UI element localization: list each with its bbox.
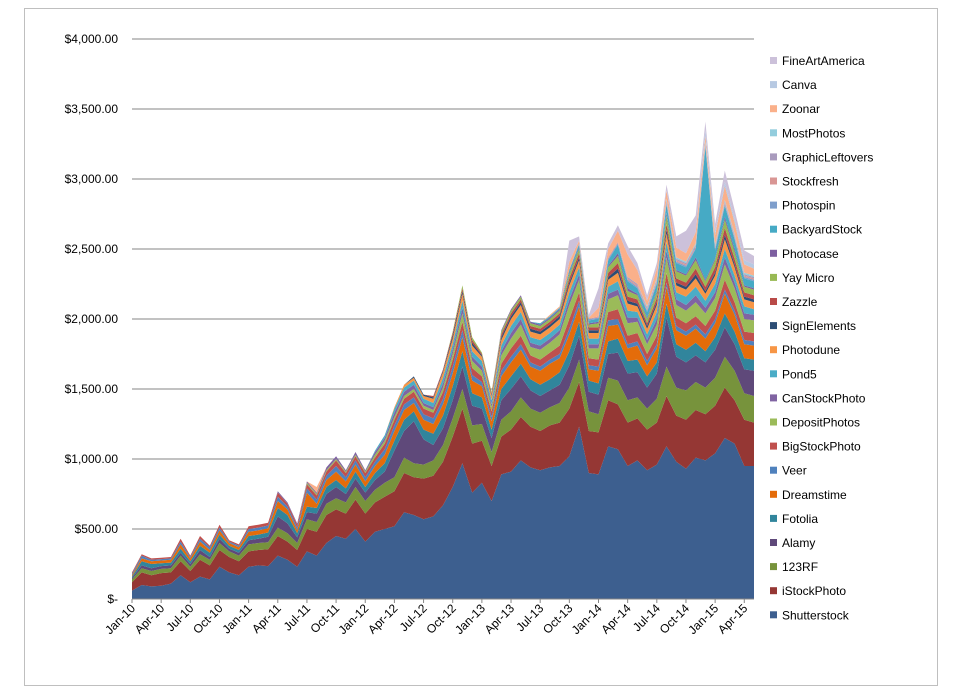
legend-label: Photocase bbox=[782, 247, 839, 261]
x-tick-label: Jul-11 bbox=[281, 601, 314, 634]
x-tick-label: Jan-12 bbox=[336, 601, 372, 637]
gridlines bbox=[132, 38, 754, 600]
legend-swatch bbox=[770, 563, 777, 571]
y-tick-label: $3,000.00 bbox=[65, 172, 119, 186]
legend-label: BackyardStock bbox=[782, 223, 863, 237]
x-tick-label: Apr-12 bbox=[365, 601, 401, 637]
legend-swatch bbox=[770, 225, 777, 233]
x-tick-label: Apr-11 bbox=[249, 601, 284, 636]
legend-swatch bbox=[770, 346, 777, 354]
area-shutterstock bbox=[132, 426, 754, 599]
chart-frame: $- $500.00 $1,000.00 $1,500.00 $2,000.00 $2,5… bbox=[24, 8, 938, 686]
legend-label: FineArtAmerica bbox=[782, 54, 865, 68]
legend-swatch bbox=[770, 370, 777, 378]
legend-swatch bbox=[770, 490, 777, 498]
legend-swatch bbox=[770, 81, 777, 89]
legend-label: Stockfresh bbox=[782, 175, 839, 189]
legend-label: Pond5 bbox=[782, 367, 817, 381]
x-tick-label: Apr-15 bbox=[715, 601, 751, 637]
y-tick-label: $1,000.00 bbox=[65, 452, 119, 466]
legend-swatch bbox=[770, 129, 777, 137]
legend-label: Yay Micro bbox=[782, 271, 835, 285]
legend-label: Shutterstock bbox=[782, 608, 850, 622]
legend-label: Photospin bbox=[782, 199, 835, 213]
y-tick-label: $1,500.00 bbox=[65, 382, 119, 396]
legend-label: SignElements bbox=[782, 319, 856, 333]
y-tick-label: $- bbox=[107, 592, 118, 606]
x-tick-label: Oct-12 bbox=[423, 601, 459, 637]
legend-label: CanStockPhoto bbox=[782, 391, 866, 405]
x-tick-label: Jan-13 bbox=[452, 601, 488, 637]
legend-label: Veer bbox=[782, 464, 807, 478]
legend-label: Zazzle bbox=[782, 295, 818, 309]
legend-label: 123RF bbox=[782, 560, 818, 574]
y-tick-label: $3,500.00 bbox=[65, 102, 119, 116]
legend-label: DepositPhotos bbox=[782, 416, 860, 430]
legend-swatch bbox=[770, 105, 777, 113]
x-tick-label: Apr-10 bbox=[132, 601, 168, 637]
legend-swatch bbox=[770, 201, 777, 209]
x-tick-label: Apr-14 bbox=[598, 601, 634, 637]
legend-swatch bbox=[770, 514, 777, 522]
legend-swatch bbox=[770, 587, 777, 595]
legend-swatch bbox=[770, 298, 777, 305]
stacked-area-chart: $- $500.00 $1,000.00 $1,500.00 $2,000.00 $2,5… bbox=[65, 32, 874, 637]
legend-swatch bbox=[770, 177, 777, 185]
legend: FineArtAmerica Canva Zoonar MostPhotos Graph… bbox=[770, 54, 873, 622]
legend-swatch bbox=[770, 57, 777, 64]
y-tick-label: $4,000.00 bbox=[65, 32, 119, 46]
x-tick-label: Oct-14 bbox=[657, 601, 693, 637]
legend-swatch bbox=[770, 418, 777, 426]
legend-swatch bbox=[770, 394, 777, 402]
series-areas bbox=[132, 121, 754, 599]
y-tick-label: $500.00 bbox=[75, 522, 119, 536]
legend-label: GraphicLeftovers bbox=[782, 150, 873, 164]
x-tick-label: Oct-10 bbox=[190, 601, 226, 637]
legend-label: iStockPhoto bbox=[782, 584, 846, 598]
legend-swatch bbox=[770, 273, 777, 281]
legend-label: BigStockPhoto bbox=[782, 440, 861, 454]
legend-swatch bbox=[770, 153, 777, 161]
x-tick-label: Oct-13 bbox=[540, 601, 576, 637]
legend-label: MostPhotos bbox=[782, 126, 845, 140]
legend-label: Dreamstime bbox=[782, 488, 847, 502]
legend-swatch bbox=[770, 539, 777, 546]
x-tick-label: Jan-14 bbox=[569, 601, 605, 637]
x-tick-label: Jan-10 bbox=[102, 601, 138, 637]
legend-label: Photodune bbox=[782, 343, 840, 357]
legend-label: Alamy bbox=[782, 536, 815, 550]
x-tick-label: Apr-13 bbox=[482, 601, 518, 637]
legend-swatch bbox=[770, 322, 777, 330]
legend-label: Fotolia bbox=[782, 512, 818, 526]
y-tick-label: $2,000.00 bbox=[65, 312, 119, 326]
legend-label: Canva bbox=[782, 78, 817, 92]
legend-label: Zoonar bbox=[782, 102, 820, 116]
legend-swatch bbox=[770, 249, 777, 257]
legend-swatch bbox=[770, 442, 777, 450]
legend-swatch bbox=[770, 466, 777, 474]
area-istockphoto bbox=[132, 382, 754, 591]
legend-swatch bbox=[770, 611, 777, 619]
x-tick-label: Jan-11 bbox=[220, 601, 255, 636]
y-tick-label: $2,500.00 bbox=[65, 242, 119, 256]
x-tick-label: Oct-11 bbox=[307, 601, 342, 636]
x-tick-label: Jan-15 bbox=[685, 601, 721, 637]
